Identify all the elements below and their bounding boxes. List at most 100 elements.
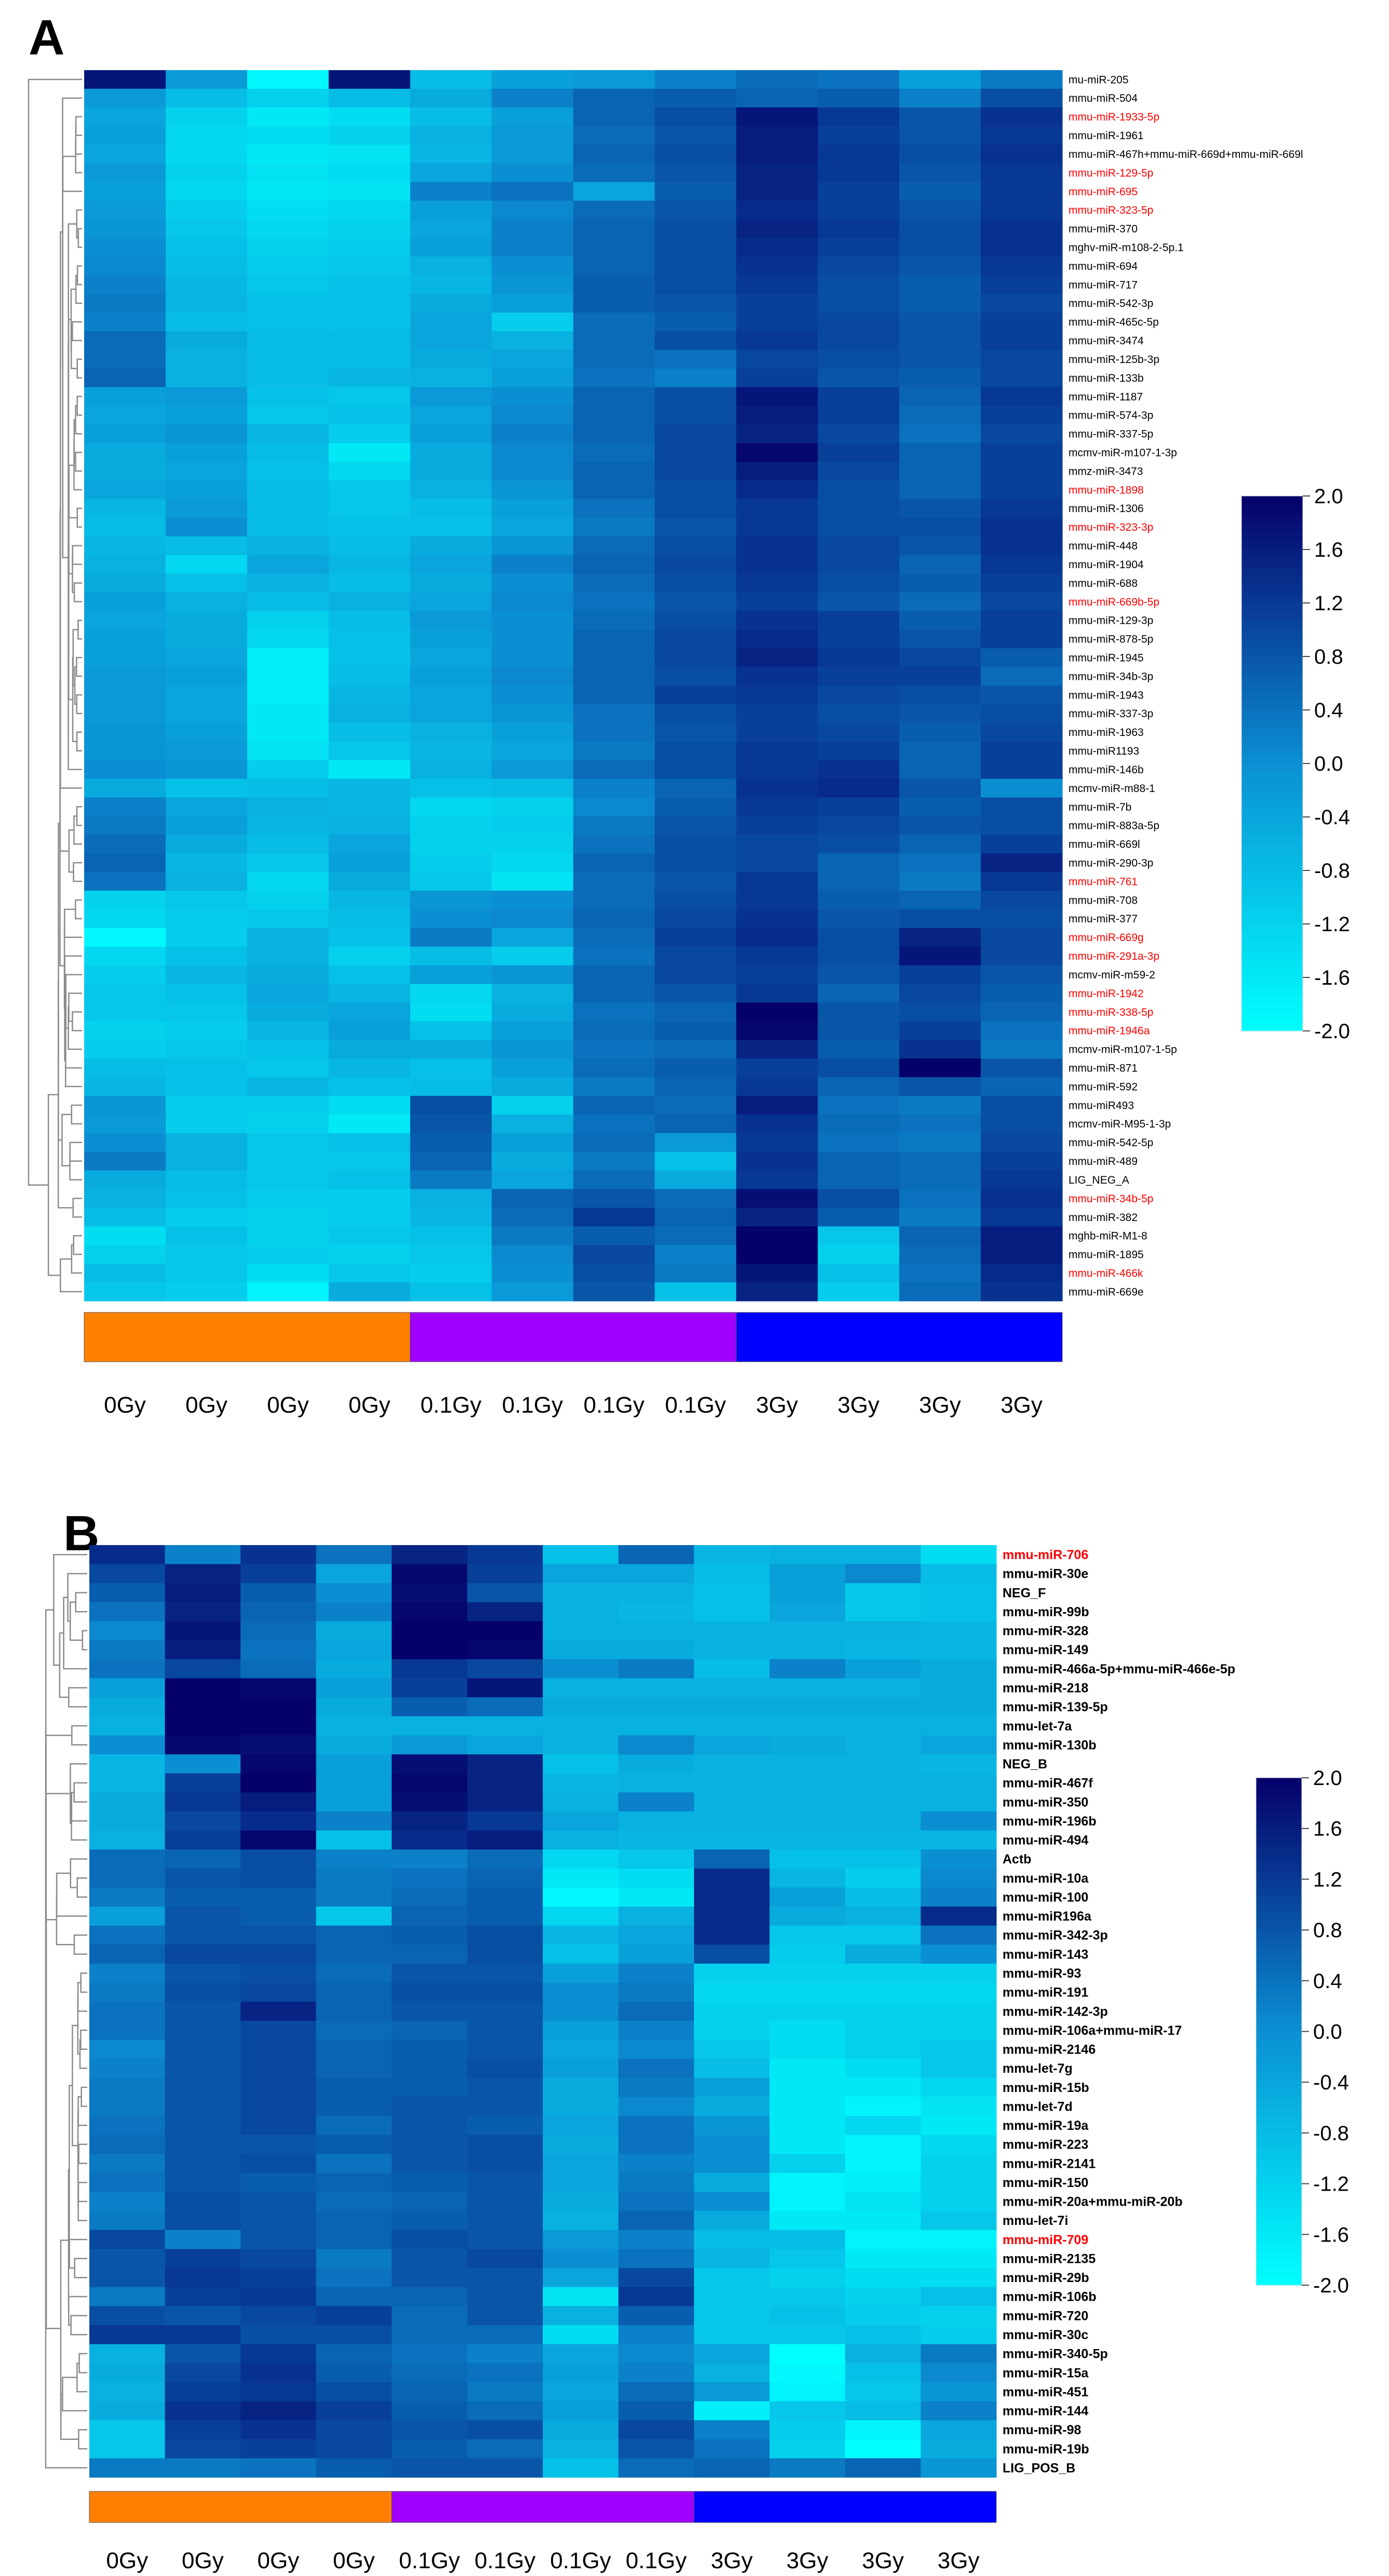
heatmap-cell — [920, 2040, 997, 2059]
heatmap-cell — [573, 1282, 656, 1302]
heatmap-cell — [165, 2363, 241, 2383]
heatmap-cell — [543, 1697, 619, 1717]
heatmap-cell — [736, 872, 818, 891]
heatmap-cell — [818, 499, 900, 518]
row-label: mmu-miR-15b — [1003, 2081, 1089, 2095]
dendrogram-branch — [72, 321, 82, 341]
heatmap-cell — [618, 1907, 694, 1926]
heatmap-cell — [655, 293, 737, 313]
heatmap-cell — [655, 219, 737, 238]
heatmap-cell — [818, 1170, 900, 1190]
heatmap-cell — [655, 722, 737, 742]
colorbar-gradient-step — [1256, 1955, 1302, 1965]
heatmap-cell — [165, 1830, 241, 1850]
heatmap-cell — [694, 1811, 770, 1831]
heatmap-cell — [845, 2287, 921, 2306]
row-label: mmu-miR-20a+mmu-miR-20b — [1003, 2195, 1183, 2209]
heatmap-cell — [899, 760, 981, 780]
heatmap-cell — [241, 2115, 317, 2136]
heatmap-cell — [899, 536, 981, 556]
heatmap-cell — [410, 536, 492, 556]
heatmap-cell — [467, 2401, 543, 2421]
colorbar-gradient-step — [1241, 629, 1303, 639]
heatmap-cell — [736, 946, 818, 966]
heatmap-cell — [573, 722, 656, 742]
heatmap-cell — [467, 2115, 543, 2136]
dendrogram-branch — [73, 862, 82, 882]
heatmap-cell — [543, 2040, 619, 2059]
heatmap-cell — [655, 331, 737, 351]
heatmap-cell — [392, 1982, 468, 2002]
dendrogram-branch — [75, 405, 82, 435]
heatmap-cell — [543, 2154, 619, 2174]
dendrogram-branch — [76, 806, 82, 826]
heatmap-cell — [247, 686, 329, 705]
colorbar-gradient-step — [1256, 1794, 1302, 1804]
heatmap-cell — [573, 946, 656, 966]
heatmap-cell — [467, 1697, 543, 1717]
colorbar-gradient-step — [1256, 2090, 1302, 2100]
column-label: 3Gy — [711, 2548, 753, 2573]
heatmap-cell — [981, 797, 1063, 816]
heatmap-cell — [920, 2097, 997, 2116]
heatmap-cell — [981, 760, 1063, 780]
heatmap-cell — [845, 2230, 921, 2250]
colorbar-gradient-step — [1241, 933, 1303, 943]
heatmap-cell — [165, 182, 248, 201]
heatmap-cell — [84, 909, 166, 929]
heatmap-cell — [89, 2059, 166, 2078]
row-label: mmu-miR-467f — [1003, 1776, 1093, 1791]
heatmap-cell — [328, 387, 411, 406]
heatmap-cell — [655, 1208, 737, 1227]
heatmap-cell — [316, 2097, 392, 2116]
heatmap-cell — [655, 592, 737, 611]
heatmap-cell — [845, 2154, 921, 2174]
heatmap-cell — [543, 1982, 619, 2002]
row-label: mmu-miR-592 — [1069, 1081, 1138, 1093]
colorbar-gradient-step — [1256, 1812, 1302, 1821]
row-label: mmu-miR-688 — [1069, 578, 1138, 589]
heatmap-cell — [84, 704, 166, 723]
heatmap-cell — [845, 1621, 921, 1641]
heatmap-cell — [89, 1982, 166, 2002]
heatmap-cell — [736, 293, 818, 313]
heatmap-cell — [84, 275, 166, 294]
heatmap-cell — [89, 1830, 166, 1850]
heatmap-cell — [543, 1545, 619, 1565]
heatmap-cell — [899, 648, 981, 667]
heatmap-cell — [769, 2344, 846, 2364]
heatmap-cell — [543, 2077, 619, 2097]
heatmap-cell — [328, 555, 411, 574]
heatmap-cell — [316, 1754, 392, 1774]
heatmap-cell — [818, 1021, 900, 1040]
row-label: mmu-miR-149 — [1003, 1643, 1088, 1657]
heatmap-cell — [491, 760, 574, 780]
dendrogram-branch — [69, 2085, 73, 2255]
heatmap-cell — [655, 480, 737, 500]
heatmap-cell — [410, 1096, 492, 1115]
heatmap-cell — [769, 1545, 846, 1565]
colorbar-tick-label: 0.8 — [1314, 646, 1343, 668]
heatmap-cell — [736, 275, 818, 294]
heatmap-cell — [769, 2458, 846, 2478]
row-label: mmu-miR-465c-5p — [1069, 316, 1159, 328]
heatmap-cell — [981, 350, 1063, 369]
heatmap-cell — [491, 797, 574, 816]
heatmap-cell — [165, 797, 248, 816]
colorbar-gradient-step — [1241, 817, 1303, 826]
heatmap-cell — [845, 2420, 921, 2440]
heatmap-cell — [618, 1982, 694, 2002]
heatmap-cell — [981, 592, 1063, 611]
heatmap-cell — [981, 928, 1063, 947]
heatmap-cell — [655, 946, 737, 966]
heatmap-cell — [247, 312, 329, 332]
heatmap-cell — [618, 2211, 694, 2231]
heatmap-cell — [899, 182, 981, 201]
heatmap-cell — [899, 1282, 981, 1302]
heatmap-cell — [573, 312, 656, 332]
heatmap-cell — [981, 853, 1063, 873]
row-label: mmu-miR-10a — [1003, 1871, 1089, 1886]
heatmap-cell — [618, 2344, 694, 2364]
colorbar-gradient-step — [1256, 2276, 1302, 2286]
heatmap-cell — [89, 1925, 166, 1945]
